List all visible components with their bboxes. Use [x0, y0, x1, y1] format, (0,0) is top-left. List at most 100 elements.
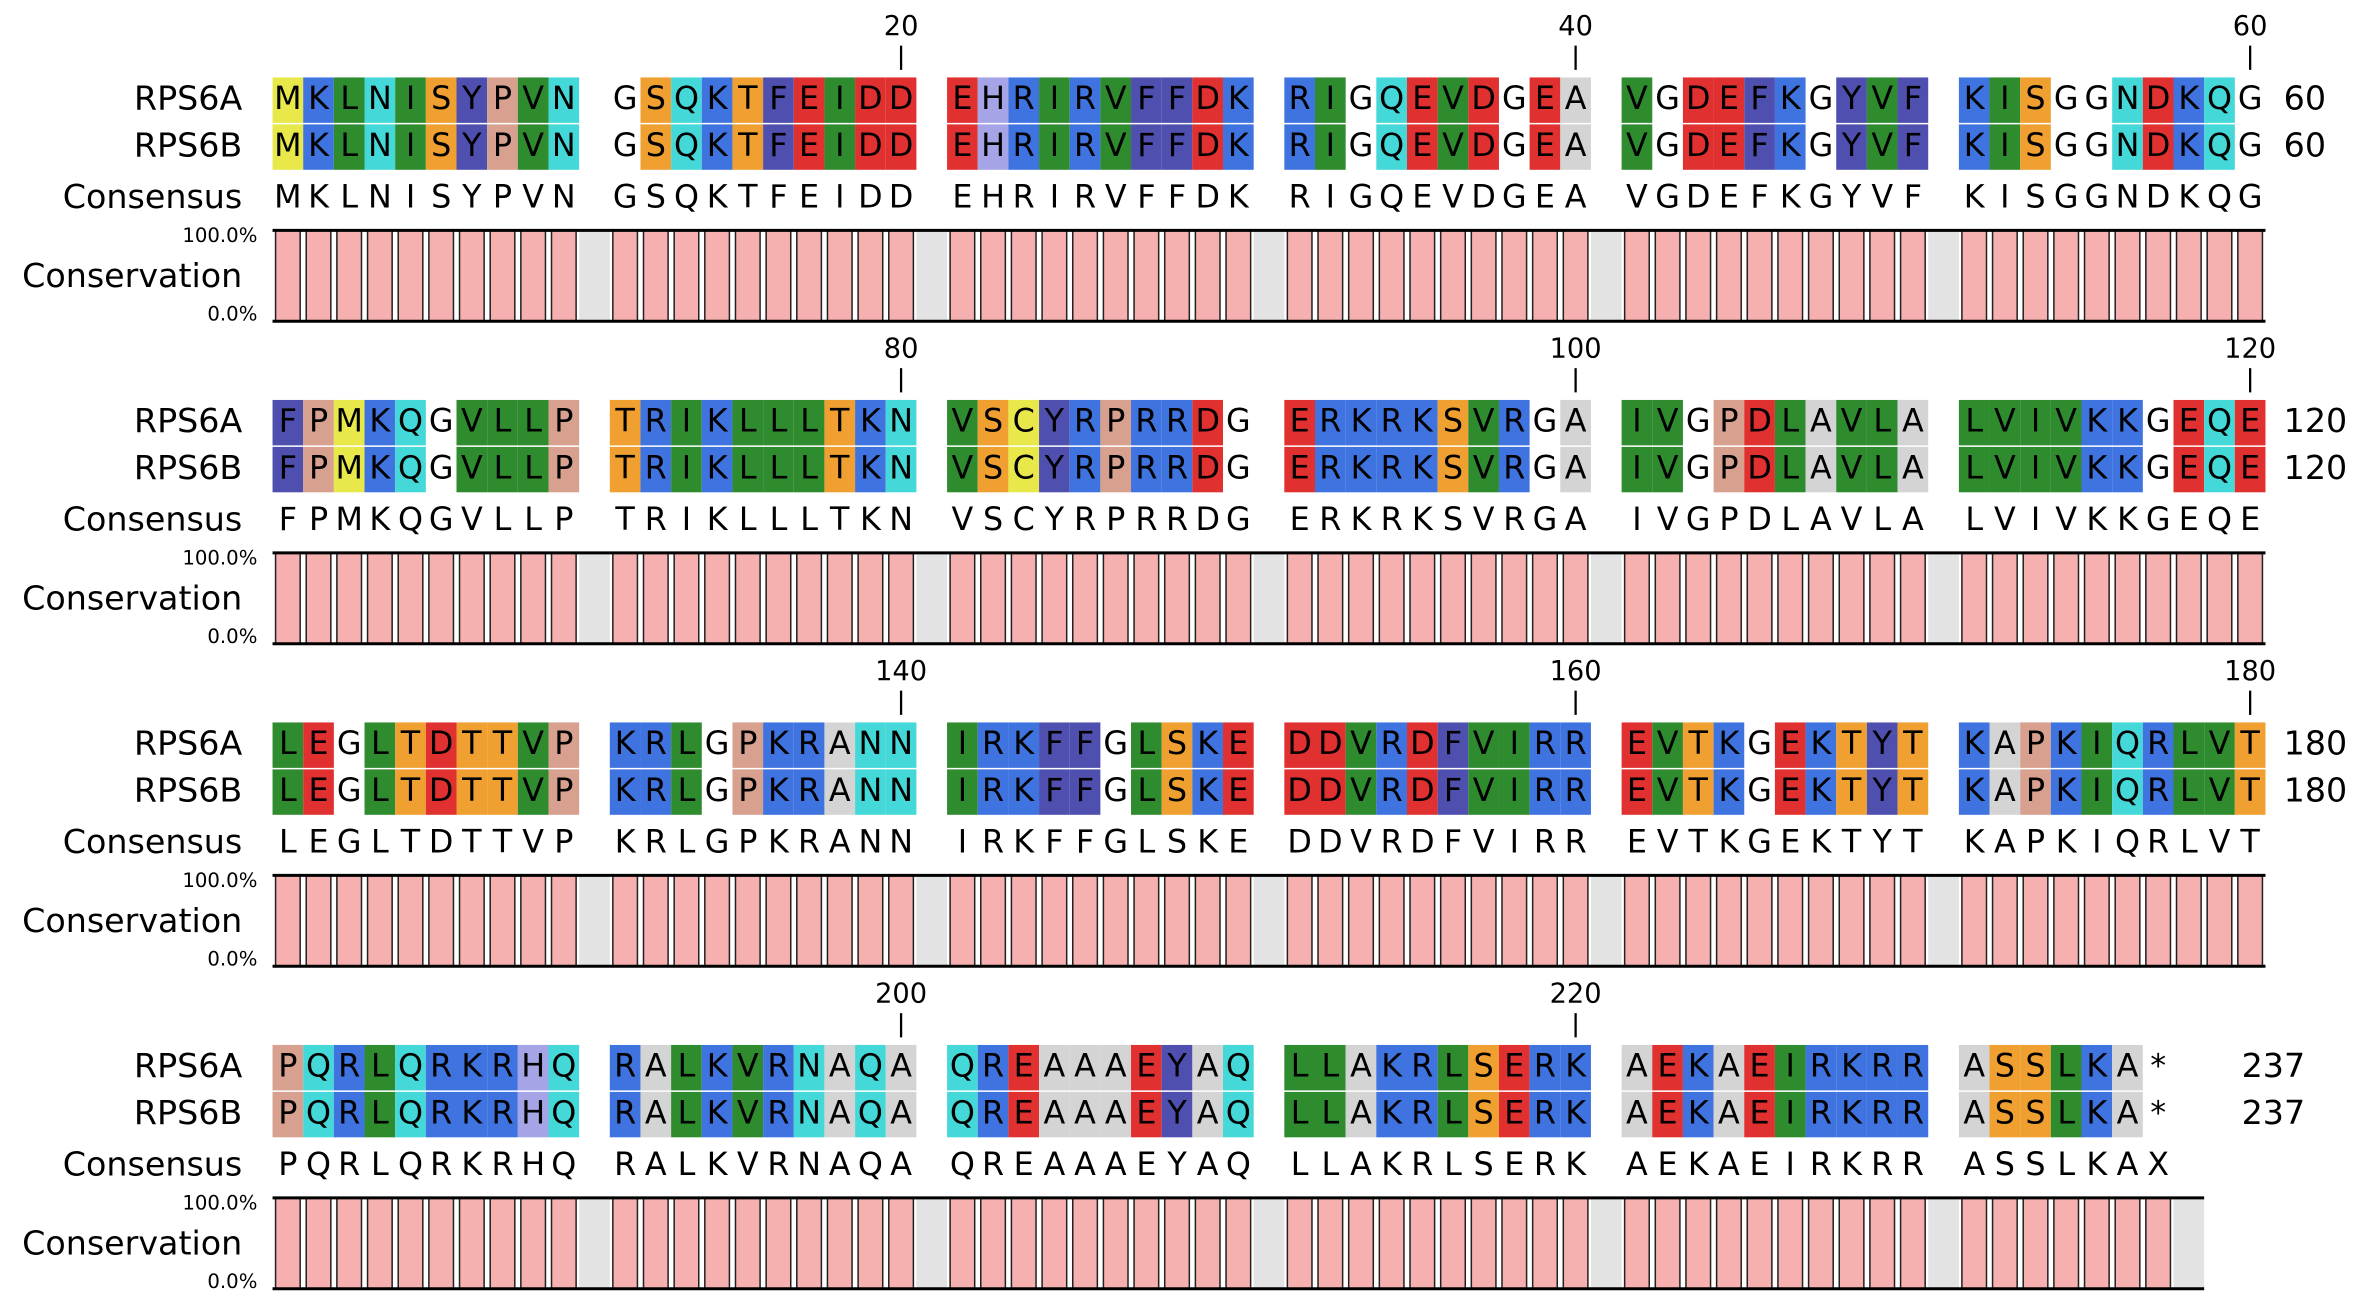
- consensus-block: KRLGPKRANN: [615, 824, 913, 861]
- residue-cell: [272, 1044, 304, 1091]
- residue-cell: [1376, 769, 1407, 815]
- conservation-bar: [520, 552, 547, 645]
- residue-cell: [1836, 446, 1867, 493]
- residue-cell: [2112, 1044, 2143, 1091]
- residue-cell: [977, 769, 1009, 815]
- residue-cell: [1744, 77, 1775, 123]
- conservation-bar: [1991, 1197, 2018, 1290]
- residue-cell: [2112, 1091, 2143, 1138]
- sequence-end: 120: [2284, 401, 2348, 440]
- consensus-block: GSQKTFEIDD: [613, 179, 914, 216]
- residue-cell: [824, 446, 856, 493]
- conservation-bar: [305, 552, 332, 645]
- conservation-bar: [1501, 1197, 1528, 1290]
- residue-cell: [885, 399, 917, 446]
- residue-cell: [1314, 77, 1346, 123]
- conservation-bar: [1961, 552, 1988, 645]
- conservation-bar: [336, 552, 363, 645]
- residue-cell: [977, 124, 1009, 170]
- residue-cell: [855, 399, 886, 446]
- residue-cell: [1468, 769, 1499, 815]
- residue-cell: [1008, 722, 1040, 768]
- residue-cell: [1682, 1091, 1714, 1138]
- conservation-bar: [1163, 874, 1191, 967]
- conservation-bar: [1194, 229, 1221, 322]
- residue-cell: [333, 1044, 365, 1091]
- residue-cell: [1161, 124, 1193, 170]
- conservation-bar: [1807, 229, 1834, 322]
- conservation-bar: [1194, 1197, 1221, 1290]
- conservation-bar: [1991, 229, 2018, 322]
- residue-cell: [1284, 124, 1315, 170]
- residue-cell: [1406, 124, 1438, 170]
- spacer: [1928, 230, 1959, 322]
- residue-cell: [1713, 1091, 1745, 1138]
- residue-cell: [1713, 769, 1745, 815]
- spacer: [1928, 552, 1959, 644]
- residue-cell: [2142, 124, 2174, 170]
- residue-cell: [2234, 722, 2266, 768]
- conservation-bar: [397, 874, 424, 967]
- conservation-bar: [642, 874, 669, 967]
- consensus-block: ASSLKAX: [1963, 1146, 2169, 1183]
- residue-cell: [395, 722, 426, 768]
- conservation-bar: [1286, 1197, 1313, 1290]
- residue-cell: [732, 1044, 764, 1091]
- conservation-label: Conservation: [22, 256, 242, 295]
- residue-cell: [1100, 124, 1132, 170]
- residue-cell: [1713, 722, 1745, 768]
- residue-cell: [1284, 399, 1315, 446]
- residue-cell: [1989, 124, 2021, 170]
- residue-cell: [1774, 722, 1806, 768]
- residue-cell: [640, 124, 672, 170]
- residue-cell: [1376, 399, 1407, 446]
- conservation-bar: [1654, 229, 1681, 322]
- residue-cell: [1897, 446, 1929, 493]
- residue-cell: [2204, 399, 2235, 446]
- sequence-name: RPS6B: [134, 771, 242, 810]
- residue-cell: [1560, 1091, 1591, 1138]
- conservation-bar: [765, 229, 792, 322]
- conservation-bar: [1623, 552, 1650, 645]
- conservation-bar: [1869, 874, 1896, 967]
- conservation-bar: [428, 1197, 455, 1290]
- conservation-bar: [2237, 229, 2264, 322]
- conservation-bar: [1470, 552, 1497, 645]
- conservation-bar: [1317, 229, 1344, 322]
- residue-cell: [1069, 446, 1101, 493]
- conservation-bar: [826, 552, 853, 645]
- residue-cell: [487, 1044, 518, 1091]
- residue-cell: [1836, 77, 1867, 123]
- conservation-bar: [2175, 874, 2202, 967]
- residue-cell: [1866, 769, 1898, 815]
- sequence-end: 237: [2242, 1046, 2306, 1085]
- conservation-bar: [1041, 874, 1068, 967]
- residue-cell: [2050, 1091, 2082, 1138]
- consensus-block: RALKVRNAQA: [614, 1146, 912, 1183]
- residue-cell: [487, 1091, 518, 1138]
- residue-cell: [395, 1044, 426, 1091]
- conservation-bar: [2053, 229, 2080, 322]
- conservation-bar: [2206, 874, 2233, 967]
- residue-cell: [947, 1044, 978, 1091]
- residue-cell: [456, 1044, 488, 1091]
- conservation-bar: [428, 552, 455, 645]
- conservation-bar: [1899, 229, 1926, 322]
- conservation-bar: [305, 874, 332, 967]
- sequence-name: RPS6A: [134, 1046, 243, 1085]
- residue-cell: [2020, 1044, 2051, 1091]
- conservation-bar: [1286, 874, 1313, 967]
- residue-cell: [1498, 446, 1530, 493]
- residue-cell: [671, 124, 702, 170]
- conservation-bar: [734, 874, 761, 967]
- residue-cell: [303, 77, 334, 123]
- residue-cell: [1774, 124, 1806, 170]
- conservation-bar: [2083, 874, 2110, 967]
- conservation-bar: [1409, 552, 1436, 645]
- residue-cell: [609, 769, 641, 815]
- conservation-bar: [1286, 229, 1313, 322]
- residue-cell: [1039, 1044, 1070, 1091]
- residue-cell: [395, 1091, 426, 1138]
- residue-cell: [671, 1044, 702, 1091]
